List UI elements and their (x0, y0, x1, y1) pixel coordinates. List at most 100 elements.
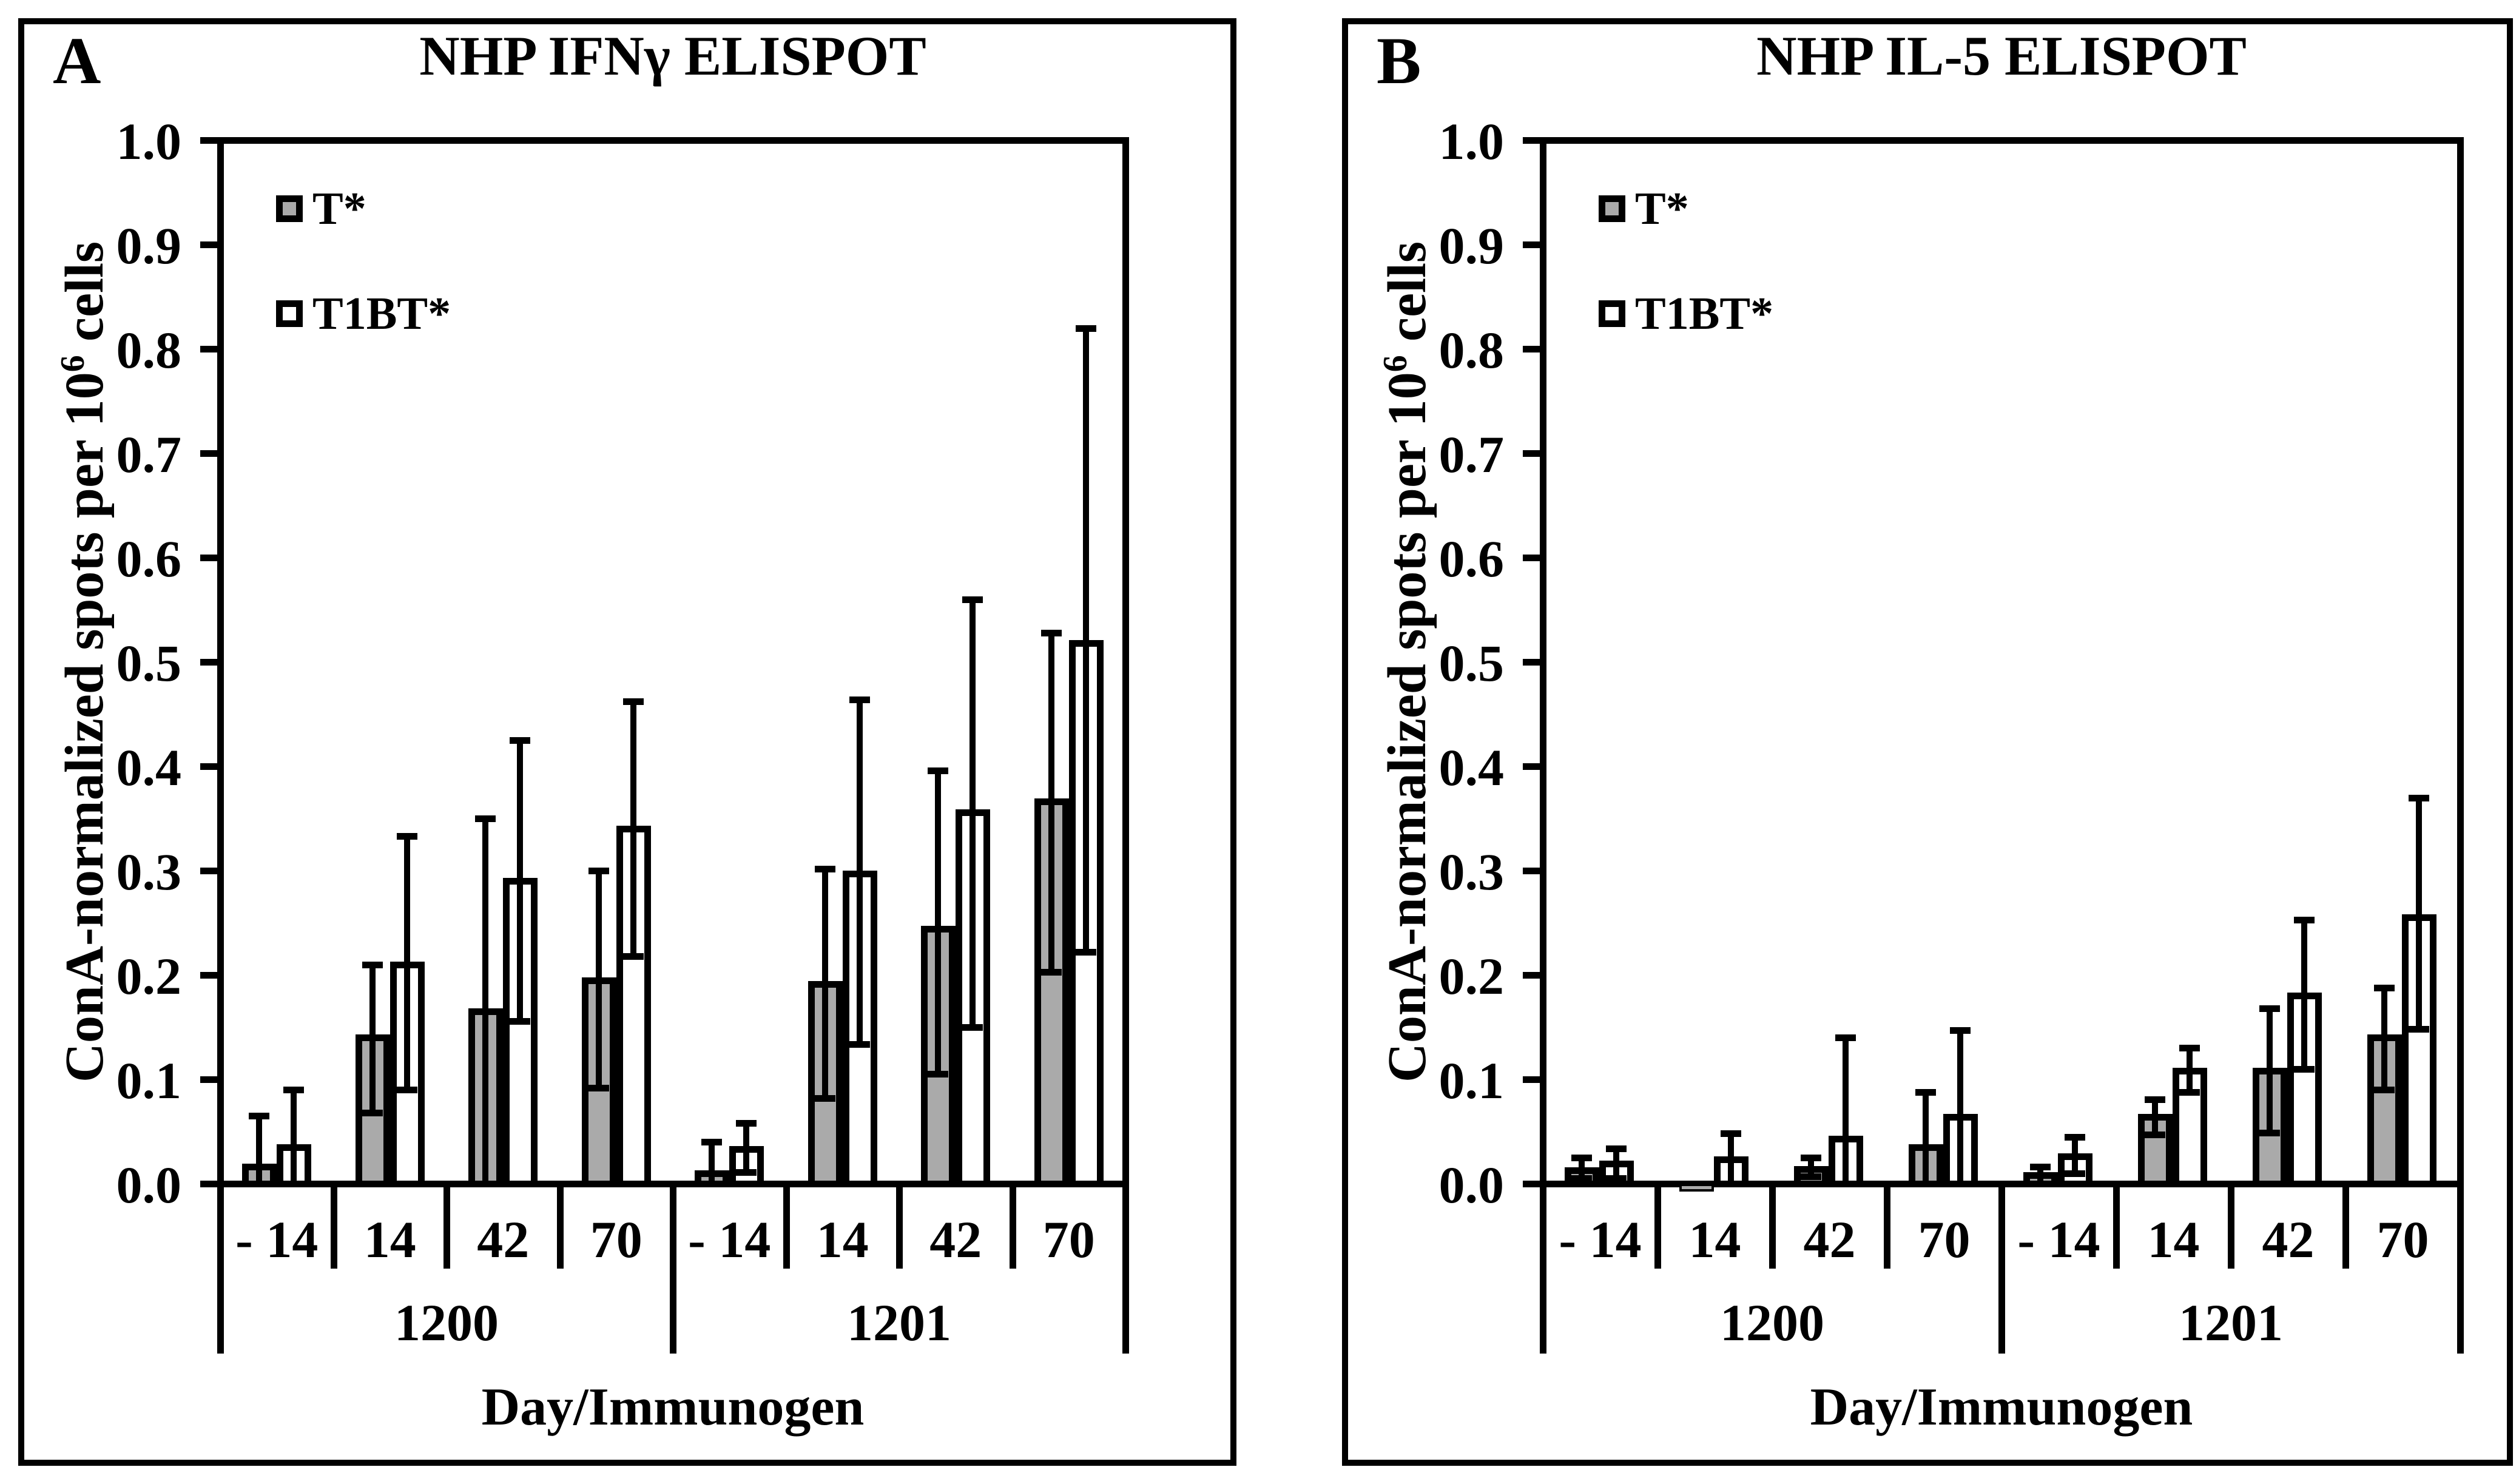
error-bar-line (856, 699, 863, 1044)
panel-letter: A (53, 24, 101, 98)
error-bar-cap-top (588, 868, 609, 874)
error-bar-cap-top (2030, 1164, 2051, 1171)
y-axis-tick (200, 1076, 217, 1083)
error-bar-cap-bottom (1571, 1175, 1592, 1182)
error-bar-cap-bottom (2409, 1026, 2429, 1033)
chart-title: NHP IFNγ ELISPOT (419, 25, 926, 87)
error-bar-line (369, 964, 376, 1113)
error-bar-cap-top (362, 961, 383, 968)
group-label: 1200 (1720, 1293, 1824, 1352)
day-label: 70 (1918, 1210, 1971, 1269)
error-bar-line (969, 599, 976, 1027)
y-tick-label: 0.1 (116, 1051, 182, 1110)
error-bar-cap-bottom (622, 953, 644, 960)
y-axis-title-main: ConA-normalized spots per 10 (1377, 372, 1437, 1083)
error-bar-line (1728, 1133, 1734, 1184)
error-bar-line (743, 1123, 749, 1173)
error-bar-cap-top (283, 1087, 304, 1094)
error-bar-cap-bottom (814, 1094, 835, 1102)
y-tick-label: 0.4 (1438, 738, 1505, 797)
y-axis-tick (1523, 763, 1540, 770)
y-tick-label: 0.5 (1438, 634, 1505, 692)
error-bar-cap-top (1835, 1034, 1856, 1042)
day-cell-divider (783, 1184, 790, 1269)
error-bar-cap-top (1801, 1155, 1821, 1161)
day-cell-divider (2228, 1184, 2234, 1269)
y-tick-label: 0.9 (1438, 217, 1505, 275)
day-label: 14 (1688, 1210, 1741, 1269)
day-cell-divider (2113, 1184, 2120, 1269)
legend-label: T1BT* (312, 288, 451, 339)
day-cell-divider (1884, 1184, 1890, 1269)
error-bar-line (595, 871, 602, 1088)
error-bar-cap-top (2409, 794, 2429, 801)
error-bar-cap-bottom (849, 1040, 870, 1048)
group-label: 1201 (847, 1293, 951, 1352)
error-bar-line (1808, 1158, 1814, 1176)
y-tick-label: 0.2 (116, 947, 182, 1005)
error-bar-line (821, 868, 828, 1098)
day-cell-divider (1769, 1184, 1776, 1269)
day-cell-divider (1009, 1184, 1016, 1269)
error-bar-cap-top (814, 865, 835, 872)
error-bar-cap-top (2145, 1096, 2165, 1103)
error-bar-cap-top (2259, 1005, 2280, 1013)
y-tick-label: 0.2 (1438, 947, 1505, 1005)
x-axis-title: Day/Immunogen (481, 1378, 865, 1437)
error-bar-line (1957, 1030, 1963, 1184)
error-bar-cap-top (962, 596, 983, 603)
legend-swatch-t (276, 195, 303, 222)
panel-letter: B (1377, 24, 1421, 98)
y-axis-tick (200, 450, 217, 457)
error-bar-cap-top (1606, 1145, 1627, 1152)
error-bar-line (2381, 987, 2387, 1090)
day-cell-divider (330, 1184, 337, 1269)
legend-label: T1BT* (1635, 288, 1774, 339)
y-axis-tick (200, 346, 217, 352)
error-bar-cap-bottom (2294, 1065, 2315, 1073)
error-bar-line (517, 740, 523, 1021)
error-bar-cap-top (928, 767, 948, 774)
y-axis-title-main: ConA-normalized spots per 10 (55, 372, 115, 1083)
y-tick-label: 0.4 (116, 738, 182, 797)
y-axis-title-tail: cells (1377, 241, 1437, 356)
bar-t1bt (2173, 1068, 2207, 1187)
day-label: 14 (816, 1210, 869, 1269)
y-axis-tick (1523, 659, 1540, 666)
y-tick-label: 0.3 (1438, 843, 1505, 901)
error-bar-cap-top (475, 815, 496, 822)
error-bar-line (630, 701, 636, 957)
group-divider (1998, 1184, 2005, 1354)
group-divider (1540, 1184, 1546, 1354)
legend-swatch-t1bt (276, 300, 303, 327)
group-label: 1200 (394, 1293, 499, 1352)
y-axis-title-superscript: 6 (54, 355, 92, 373)
error-bar-cap-top (249, 1113, 269, 1120)
error-bar-line (1923, 1091, 1929, 1184)
y-axis-tick (200, 659, 217, 666)
error-bar-cap-top (510, 737, 530, 744)
y-tick-label: 0.7 (116, 425, 182, 484)
error-bar-cap-bottom (1075, 949, 1096, 956)
day-cell-divider (2342, 1184, 2349, 1269)
y-tick-label: 0.9 (116, 217, 182, 275)
error-bar-cap-top (2179, 1045, 2200, 1052)
y-axis-tick (1523, 346, 1540, 352)
day-label: 42 (2262, 1210, 2315, 1269)
day-label: 70 (1042, 1210, 1095, 1269)
error-bar-cap-bottom (928, 1071, 948, 1078)
y-tick-label: 0.3 (116, 843, 182, 901)
y-tick-label: 1.0 (1438, 112, 1505, 170)
error-bar-cap-top (1950, 1027, 1971, 1034)
error-bar-cap-top (2374, 984, 2395, 991)
y-tick-label: 0.5 (116, 634, 182, 692)
x-axis-title: Day/Immunogen (1810, 1378, 2193, 1437)
error-bar-cap-bottom (2145, 1132, 2165, 1139)
group-divider (670, 1184, 676, 1354)
error-bar-line (2187, 1048, 2193, 1092)
y-tick-label: 0.6 (116, 530, 182, 588)
day-label: - 14 (688, 1210, 771, 1269)
error-bar-line (291, 1090, 297, 1184)
y-axis-title-tail: cells (55, 241, 115, 356)
